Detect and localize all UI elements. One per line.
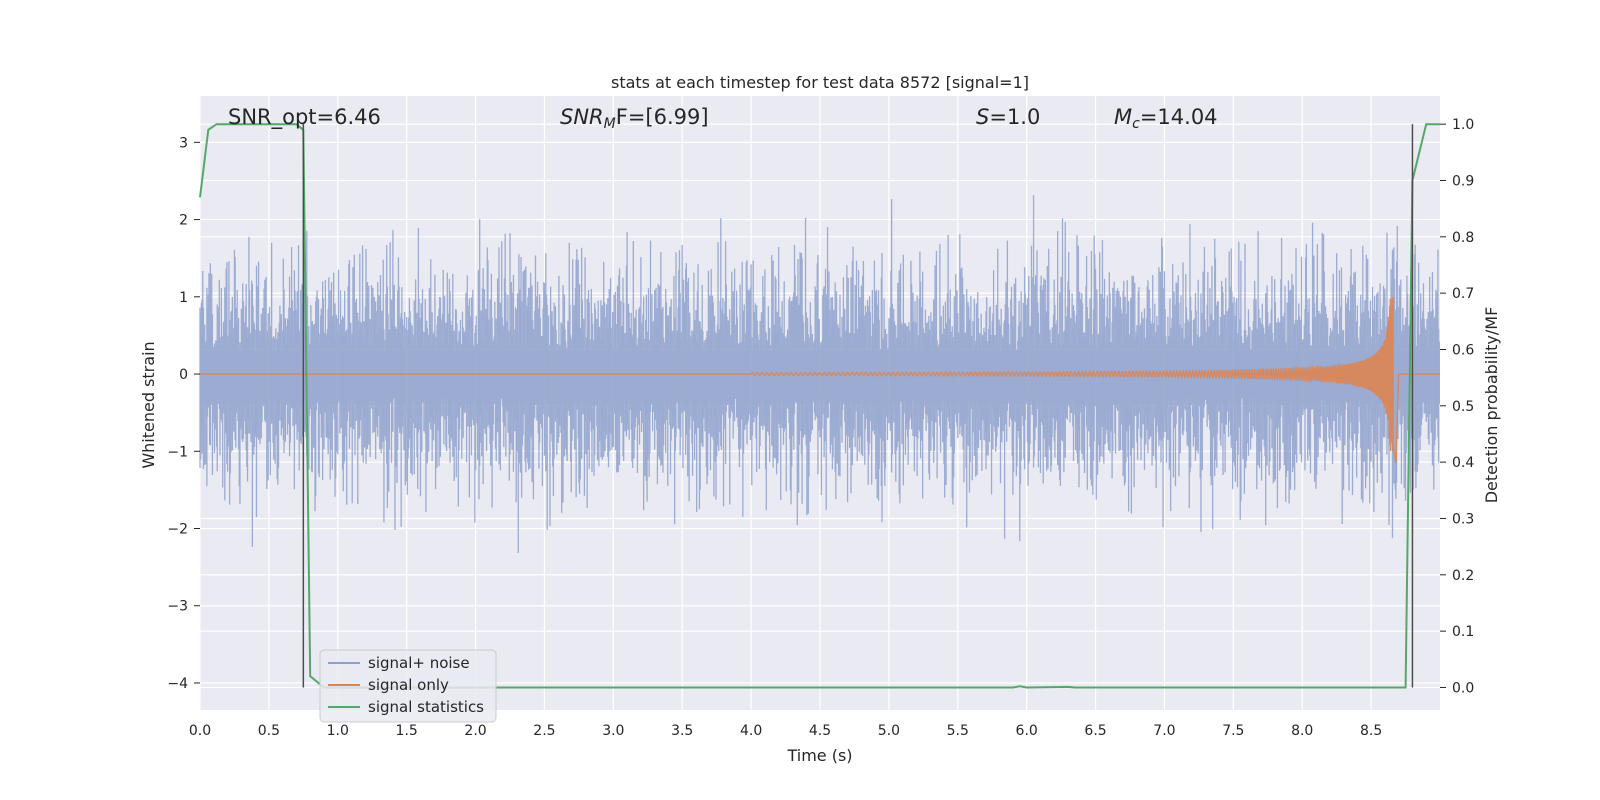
right-y-tick-label: 0.8 xyxy=(1452,230,1474,246)
left-y-tick-label: 1 xyxy=(179,290,188,306)
left-y-tick-label: 0 xyxy=(179,367,188,383)
left-y-tick-label: 3 xyxy=(179,135,188,151)
annotation-snr-mf: SNRMF=[6.99] xyxy=(560,105,709,132)
x-axis-ticks: 0.0 0.5 1.0 1.5 2.0 2.5 3.0 3.5 4.0 4.5 5.0 5.5 6.0 6… xyxy=(189,723,1382,739)
annotation-snr-opt: SNR_opt=6.46 xyxy=(228,105,381,130)
x-tick-label: 2.0 xyxy=(464,723,486,739)
x-tick-label: 3.5 xyxy=(671,723,693,739)
x-tick-label: 2.5 xyxy=(533,723,555,739)
right-y-tick-label: 1.0 xyxy=(1452,117,1474,133)
x-tick-label: 0.5 xyxy=(258,723,280,739)
x-tick-label: 8.5 xyxy=(1360,723,1382,739)
right-y-tick-label: 0.4 xyxy=(1452,455,1474,471)
series-signal-only xyxy=(200,297,1440,463)
legend: signal+ noise signal only signal statist… xyxy=(319,649,497,723)
right-y-tick-label: 0.1 xyxy=(1452,624,1474,640)
x-tick-label: 1.0 xyxy=(327,723,349,739)
x-tick-label: 4.5 xyxy=(809,723,831,739)
chart-title: stats at each timestep for test data 857… xyxy=(611,73,1029,92)
signal-trace xyxy=(200,297,1440,463)
left-y-tick-label: −2 xyxy=(167,522,188,538)
x-axis-label: Time (s) xyxy=(786,746,852,765)
left-y-tick-label: −1 xyxy=(167,444,188,460)
right-y-tick-label: 0.0 xyxy=(1452,680,1474,696)
legend-box xyxy=(319,649,497,723)
legend-label-signal-noise: signal+ noise xyxy=(368,654,470,672)
right-y-tick-label: 0.6 xyxy=(1452,342,1474,358)
x-tick-label: 1.5 xyxy=(396,723,418,739)
annotation-s: S=1.0 xyxy=(976,105,1040,129)
x-tick-label: 7.0 xyxy=(1153,723,1175,739)
stats-trace xyxy=(199,123,1440,689)
right-y-tick-label: 0.7 xyxy=(1452,286,1474,302)
right-y-axis-ticks: 1.0 0.9 0.8 0.7 0.6 0.5 0.4 0.3 0.2 0.1 0.0 xyxy=(1440,117,1474,696)
x-tick-label: 5.5 xyxy=(947,723,969,739)
left-y-tick-label: −4 xyxy=(167,676,188,692)
annotation-mc: Mc=14.04 xyxy=(1114,105,1218,132)
legend-label-signal-only: signal only xyxy=(368,676,449,694)
right-y-tick-label: 0.9 xyxy=(1452,173,1474,189)
left-y-tick-label: −3 xyxy=(167,599,188,615)
right-y-tick-label: 0.2 xyxy=(1452,568,1474,584)
legend-label-signal-statistics: signal statistics xyxy=(368,698,484,716)
x-tick-label: 6.5 xyxy=(1084,723,1106,739)
vertical-markers xyxy=(302,124,1414,688)
x-tick-label: 3.0 xyxy=(602,723,624,739)
left-y-axis-label: Whitened strain xyxy=(139,341,158,468)
right-y-tick-label: 0.5 xyxy=(1452,399,1474,415)
x-tick-label: 7.5 xyxy=(1222,723,1244,739)
series-signal-statistics xyxy=(199,123,1440,689)
right-y-tick-label: 0.3 xyxy=(1452,511,1474,527)
left-y-tick-label: 2 xyxy=(179,213,188,229)
x-tick-label: 8.0 xyxy=(1291,723,1313,739)
x-tick-label: 5.0 xyxy=(878,723,900,739)
right-y-axis-label: Detection probability/MF xyxy=(1482,307,1501,504)
x-tick-label: 4.0 xyxy=(740,723,762,739)
x-tick-label: 6.0 xyxy=(1016,723,1038,739)
left-y-axis-ticks: 3 2 1 0 −1 −2 −3 −4 xyxy=(167,135,200,692)
x-tick-label: 0.0 xyxy=(189,723,211,739)
